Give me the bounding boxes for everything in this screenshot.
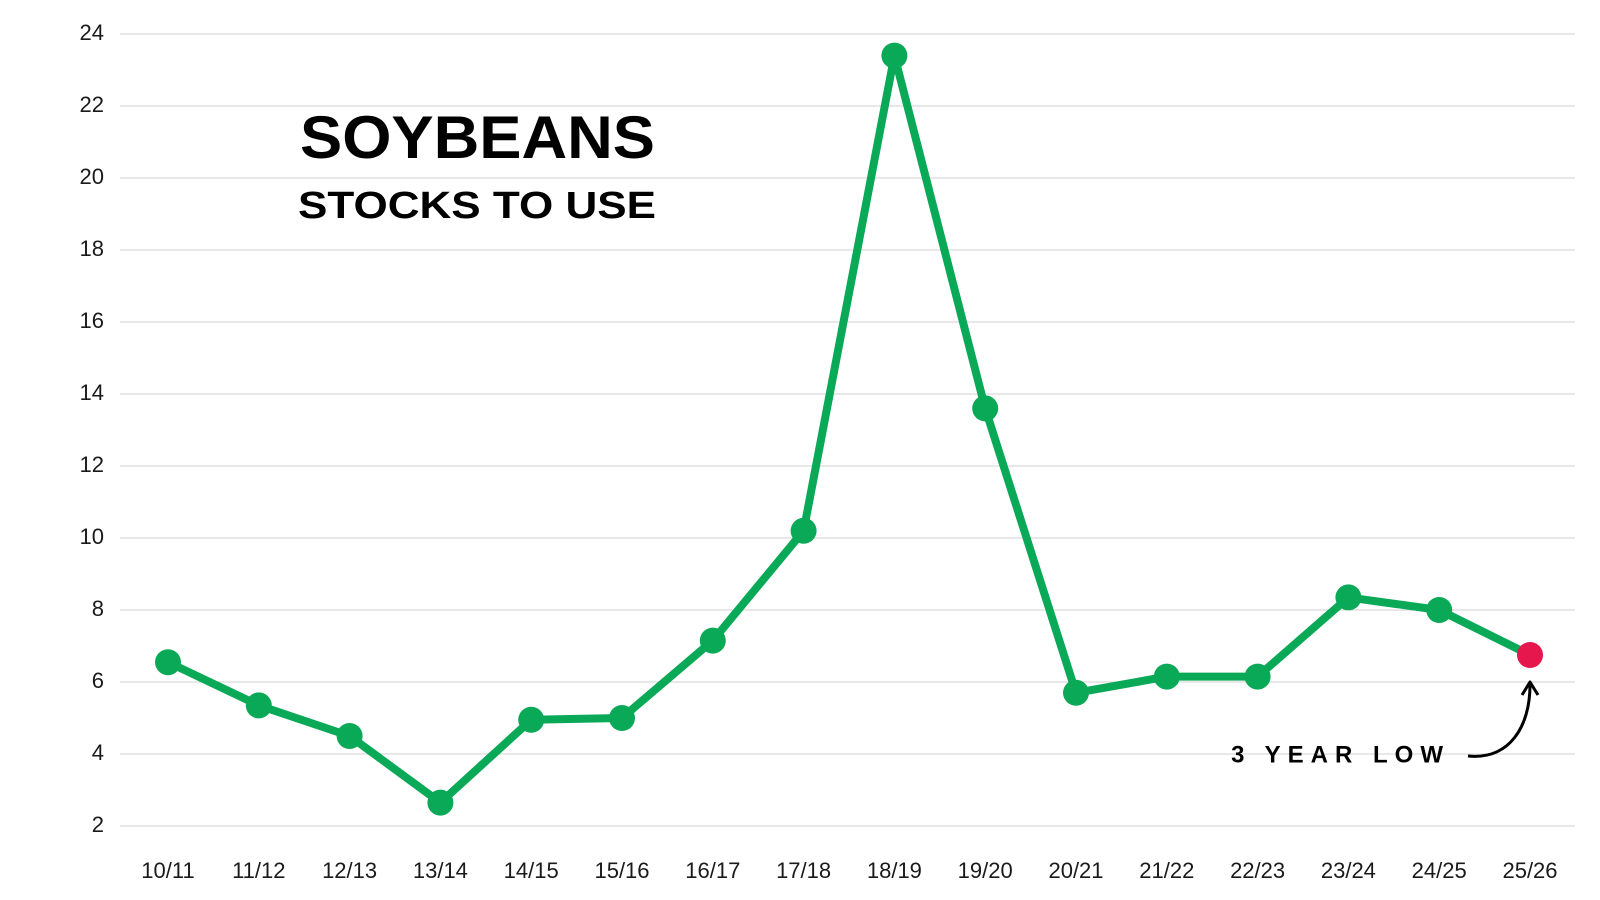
point [1517,642,1543,668]
point [881,42,908,69]
x-tick-label: 12/13 [322,858,377,883]
x-tick-label: 15/16 [594,858,649,883]
x-tick-label: 24/25 [1412,858,1467,883]
y-tick-label: 20 [80,164,104,189]
point [1153,663,1180,690]
y-tick-label: 8 [92,596,104,621]
y-tick-label: 2 [92,812,104,837]
point [336,723,363,749]
y-tick-label: 14 [80,380,104,405]
point [699,627,726,654]
x-tick-label: 17/18 [776,858,831,883]
y-tick-label: 16 [80,308,104,333]
annotation-arrowhead [1520,680,1540,696]
chart-title: SOYBEANS [300,104,655,171]
point [1244,663,1271,690]
x-tick-label: 16/17 [685,858,740,883]
x-tick-label: 22/23 [1230,858,1285,883]
chart-subtitle: STOCKS TO USE [298,185,656,227]
x-tick-label: 13/14 [413,858,468,883]
point [790,517,817,544]
x-tick-label: 10/11 [141,858,194,883]
point [245,692,272,719]
y-tick-label: 4 [92,740,104,765]
point [1335,584,1362,611]
point [609,705,635,731]
x-tick-label: 20/21 [1048,858,1103,883]
x-tick-label: 19/20 [958,858,1013,883]
y-tick-label: 12 [80,452,104,477]
grid [120,33,1575,827]
point [155,649,181,676]
x-tick-label: 25/26 [1502,858,1557,883]
y-tick-label: 10 [80,524,104,549]
point [1426,597,1453,623]
y-tick-label: 6 [92,668,104,693]
x-tick-label: 21/22 [1139,858,1194,883]
line [166,51,1532,807]
annotation-arrow [1467,684,1532,758]
point [518,706,545,733]
point [1063,679,1089,706]
x-tick-label: 11/12 [232,858,285,883]
y-tick-label: 24 [80,20,104,45]
x-tick-label: 23/24 [1321,858,1376,883]
y-tick-label: 18 [80,236,104,261]
point [427,789,454,816]
point [972,395,999,422]
annotation: 3 YEAR LOW [1231,741,1450,768]
x-tick-label: 14/15 [504,858,559,883]
x-tick-label: 18/19 [867,858,922,883]
y-tick-label: 22 [80,92,104,117]
